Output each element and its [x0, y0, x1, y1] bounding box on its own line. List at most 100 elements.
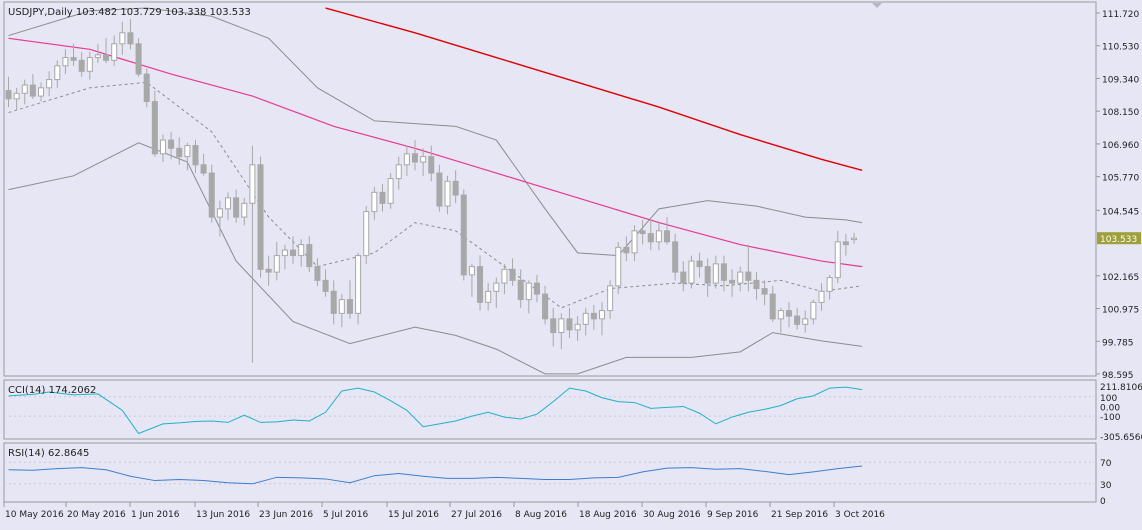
- candle: [842, 233, 849, 256]
- candle: [86, 52, 93, 80]
- candle: [769, 285, 776, 322]
- candle: [119, 21, 126, 55]
- candle-body-up: [281, 249, 288, 257]
- time-tick-label: 15 Jul 2016: [388, 510, 439, 520]
- candle: [729, 269, 736, 297]
- candle-body-down: [664, 230, 671, 243]
- candle: [558, 313, 565, 350]
- candle: [159, 134, 166, 163]
- candle: [761, 280, 768, 306]
- candle: [127, 19, 134, 50]
- candle-body-up: [54, 65, 61, 81]
- candle-body-down: [647, 233, 654, 243]
- candle-body-down: [436, 172, 443, 207]
- price-tick-label: 105.770: [1102, 174, 1139, 184]
- ma-slow-line: [325, 7, 863, 172]
- candle-body-up: [403, 153, 410, 166]
- candle: [281, 244, 288, 270]
- price-panel-frame: [3, 1, 1097, 377]
- candle-body-down: [379, 191, 386, 204]
- candle: [355, 252, 362, 325]
- candle: [745, 244, 752, 292]
- candle: [607, 280, 614, 319]
- candle-body-up: [688, 260, 695, 284]
- candle-body-up: [525, 282, 532, 301]
- candle-body-down: [135, 43, 142, 75]
- candle: [46, 71, 53, 97]
- candle-body-down: [753, 279, 760, 290]
- candle: [680, 261, 687, 292]
- candle: [590, 305, 597, 330]
- candle-body-up: [94, 54, 101, 59]
- time-tick-label: 5 Jul 2016: [323, 510, 368, 520]
- candle: [387, 173, 394, 209]
- candle: [338, 294, 345, 328]
- candle-body-down: [842, 241, 849, 246]
- candle-body-down: [745, 271, 752, 281]
- candle: [363, 206, 370, 264]
- candle-body-up: [851, 237, 858, 241]
- candle-body-down: [70, 57, 77, 61]
- time-tick-label: 23 Jun 2016: [259, 510, 313, 520]
- candle-body-down: [460, 194, 467, 276]
- candle-body-up: [501, 268, 508, 284]
- candle-body-up: [655, 230, 662, 243]
- candle-body-down: [306, 244, 313, 268]
- candle-body-up: [159, 139, 166, 155]
- candle: [168, 131, 175, 160]
- candle-body-up: [574, 323, 581, 331]
- candle-body-down: [623, 246, 630, 254]
- candle-body-up: [184, 145, 191, 158]
- candle-body-up: [810, 301, 817, 320]
- candle-body-up: [338, 299, 345, 314]
- candle: [826, 274, 833, 300]
- candle: [542, 285, 549, 325]
- moving-averages: [8, 7, 863, 268]
- candle-body-up: [387, 178, 394, 204]
- candle: [737, 266, 744, 292]
- candle-body-down: [208, 172, 215, 218]
- candle: [696, 252, 703, 278]
- candle: [13, 87, 20, 110]
- candle: [21, 79, 28, 105]
- candle: [216, 200, 223, 237]
- candle-body-up: [273, 255, 280, 273]
- candle: [672, 233, 679, 281]
- cci-tick-label: 211.8106: [1100, 383, 1142, 393]
- candle: [249, 145, 256, 363]
- candle-body-down: [192, 145, 199, 166]
- cci-tick-label: -305.6566: [1100, 433, 1142, 443]
- candle: [436, 164, 443, 212]
- candle: [517, 269, 524, 308]
- candle: [655, 222, 662, 251]
- candle-body-up: [371, 191, 378, 213]
- price-tick-label: 110.530: [1102, 43, 1139, 53]
- candle: [403, 145, 410, 176]
- candle: [290, 236, 297, 264]
- candle: [151, 90, 158, 157]
- scroll-marker-icon[interactable]: [872, 3, 882, 8]
- candle-body-down: [704, 266, 711, 284]
- candle: [192, 140, 199, 174]
- rsi-title: RSI(14) 62.8645: [8, 448, 89, 459]
- candle: [802, 310, 809, 333]
- candle: [444, 175, 451, 215]
- candle-body-down: [143, 73, 150, 103]
- candle: [566, 307, 573, 339]
- candle-body-down: [696, 260, 703, 268]
- candle: [395, 156, 402, 190]
- candle: [5, 76, 12, 108]
- candle-body-up: [558, 318, 565, 334]
- candle-body-down: [29, 84, 36, 97]
- candle: [688, 255, 695, 289]
- candle: [639, 219, 646, 245]
- chart-title: USDJPY,Daily 103.482 103.729 103.338 103…: [8, 7, 251, 18]
- candle-body-down: [550, 318, 557, 334]
- candle: [103, 38, 110, 64]
- time-axis: 10 May 2016 20 May 2016 1 Jun 2016 13 Jun 2…: [3, 502, 885, 520]
- cci-tick-label: -100: [1100, 413, 1121, 423]
- price-tick-label: 106.960: [1102, 141, 1139, 151]
- cci-tick-label: 100: [1100, 394, 1117, 404]
